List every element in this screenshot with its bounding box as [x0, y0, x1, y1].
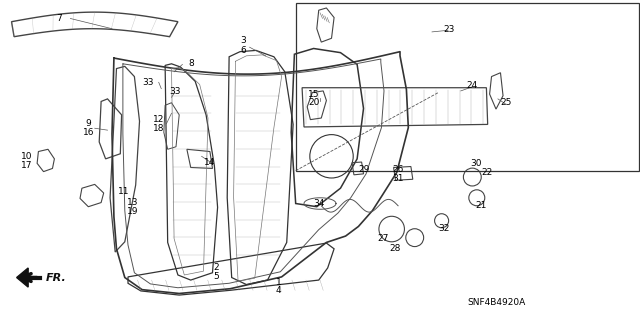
Text: 34: 34: [314, 199, 325, 208]
Text: 17: 17: [21, 161, 33, 170]
Text: 33: 33: [170, 87, 181, 96]
Text: 32: 32: [438, 224, 450, 233]
Text: 23: 23: [443, 25, 454, 34]
Text: 19: 19: [127, 207, 139, 216]
Text: 22: 22: [481, 168, 493, 177]
Text: 12: 12: [153, 115, 164, 124]
Polygon shape: [17, 268, 28, 287]
Text: 8: 8: [189, 59, 195, 68]
Text: 28: 28: [390, 244, 401, 253]
Text: 10: 10: [21, 152, 33, 161]
Text: 26: 26: [392, 165, 404, 174]
Text: 6: 6: [241, 46, 246, 55]
Text: 13: 13: [127, 198, 139, 207]
Text: SNF4B4920A: SNF4B4920A: [467, 298, 525, 307]
Text: 7: 7: [57, 14, 62, 23]
Text: 21: 21: [475, 201, 486, 210]
Text: 11: 11: [118, 187, 130, 196]
Text: 15: 15: [308, 90, 319, 99]
Text: 5: 5: [214, 272, 219, 281]
Text: 18: 18: [153, 124, 164, 133]
Text: 3: 3: [241, 36, 246, 45]
Text: 20: 20: [308, 98, 319, 107]
Text: 9: 9: [86, 119, 91, 128]
Text: FR.: FR.: [46, 272, 67, 283]
Text: 29: 29: [358, 165, 370, 174]
Text: 30: 30: [470, 159, 482, 168]
Text: 27: 27: [377, 234, 388, 243]
Text: 2: 2: [214, 263, 219, 272]
Text: 16: 16: [83, 128, 94, 137]
Text: 25: 25: [500, 98, 512, 107]
Text: 4: 4: [276, 286, 281, 295]
Text: 1: 1: [276, 278, 281, 287]
Text: 24: 24: [466, 81, 477, 90]
Text: 14: 14: [204, 158, 215, 167]
Text: 33: 33: [143, 78, 154, 87]
Text: 31: 31: [392, 174, 404, 182]
